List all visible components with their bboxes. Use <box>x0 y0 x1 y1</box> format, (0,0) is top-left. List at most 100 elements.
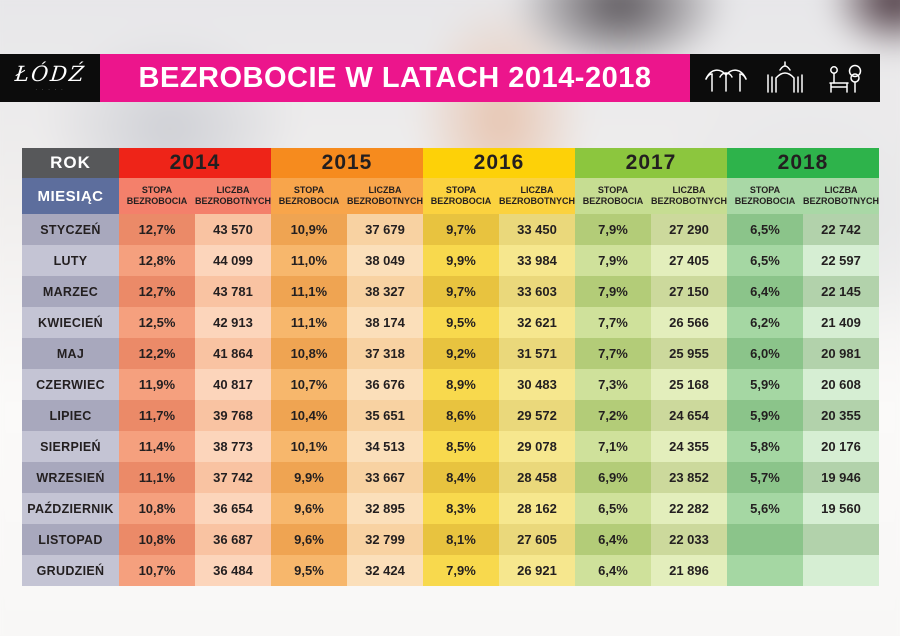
stopa-value: 10,8% <box>119 524 195 555</box>
stopa-value: 11,7% <box>119 400 195 431</box>
stopa-value: 9,5% <box>271 555 347 586</box>
rok-header: ROK <box>22 148 119 178</box>
liczba-value: 33 603 <box>499 276 575 307</box>
stopa-value: 7,9% <box>575 214 651 245</box>
liczba-value: 33 667 <box>347 462 423 493</box>
liczba-header-2015: LICZBA BEZROBOTNYCH <box>347 178 423 214</box>
year-header-2018: 2018 <box>727 148 879 178</box>
stopa-value: 6,5% <box>727 245 803 276</box>
liczba-value: 40 817 <box>195 369 271 400</box>
gate-icon <box>767 61 803 93</box>
month-label: SIERPIEŃ <box>22 431 119 462</box>
stopa-value: 5,8% <box>727 431 803 462</box>
liczba-value: 37 679 <box>347 214 423 245</box>
stopa-value: 6,5% <box>727 214 803 245</box>
liczba-value: 34 513 <box>347 431 423 462</box>
liczba-value: 32 895 <box>347 493 423 524</box>
liczba-value: 42 913 <box>195 307 271 338</box>
stopa-value: 10,8% <box>119 493 195 524</box>
stopa-value: 7,3% <box>575 369 651 400</box>
liczba-value: 19 946 <box>803 462 879 493</box>
stopa-value: 12,7% <box>119 214 195 245</box>
stopa-header-2016: STOPA BEZROBOCIA <box>423 178 499 214</box>
stopa-value: 9,5% <box>423 307 499 338</box>
stopa-value: 6,2% <box>727 307 803 338</box>
stopa-value: 9,7% <box>423 214 499 245</box>
liczba-header-2018: LICZBA BEZROBOTNYCH <box>803 178 879 214</box>
liczba-header-2016: LICZBA BEZROBOTNYCH <box>499 178 575 214</box>
bridge-icon <box>705 69 747 92</box>
month-label: LIPIEC <box>22 400 119 431</box>
liczba-value: 33 984 <box>499 245 575 276</box>
liczba-value: 22 282 <box>651 493 727 524</box>
liczba-value: 37 742 <box>195 462 271 493</box>
stopa-value: 11,0% <box>271 245 347 276</box>
stopa-header-2015: STOPA BEZROBOCIA <box>271 178 347 214</box>
stopa-value: 6,4% <box>575 555 651 586</box>
stopa-value: 7,9% <box>423 555 499 586</box>
month-label: LISTOPAD <box>22 524 119 555</box>
liczba-value: 20 608 <box>803 369 879 400</box>
stopa-value: 7,2% <box>575 400 651 431</box>
stopa-value: 5,9% <box>727 400 803 431</box>
liczba-value: 41 864 <box>195 338 271 369</box>
page-title: BEZROBOCIE W LATACH 2014-2018 <box>138 61 652 94</box>
liczba-value: 26 921 <box>499 555 575 586</box>
liczba-value: 38 049 <box>347 245 423 276</box>
liczba-value: 32 621 <box>499 307 575 338</box>
stopa-value: 11,1% <box>119 462 195 493</box>
year-header-2014: 2014 <box>119 148 271 178</box>
liczba-value: 20 355 <box>803 400 879 431</box>
liczba-value <box>803 555 879 586</box>
liczba-value: 21 896 <box>651 555 727 586</box>
month-label: KWIECIEŃ <box>22 307 119 338</box>
year-header-2017: 2017 <box>575 148 727 178</box>
liczba-value: 25 168 <box>651 369 727 400</box>
stopa-value: 12,2% <box>119 338 195 369</box>
stopa-value: 11,9% <box>119 369 195 400</box>
stopa-value: 10,7% <box>271 369 347 400</box>
stopa-value <box>727 555 803 586</box>
liczba-value: 36 484 <box>195 555 271 586</box>
stopa-value: 10,8% <box>271 338 347 369</box>
stopa-header-2017: STOPA BEZROBOCIA <box>575 178 651 214</box>
stopa-value: 9,6% <box>271 493 347 524</box>
stopa-value: 11,1% <box>271 276 347 307</box>
month-label: WRZESIEŃ <box>22 462 119 493</box>
stopa-value: 7,9% <box>575 245 651 276</box>
liczba-value: 27 150 <box>651 276 727 307</box>
stopa-value: 9,2% <box>423 338 499 369</box>
stopa-value: 6,4% <box>727 276 803 307</box>
liczba-value: 24 355 <box>651 431 727 462</box>
month-label: MARZEC <box>22 276 119 307</box>
liczba-value: 19 560 <box>803 493 879 524</box>
stopa-value: 8,4% <box>423 462 499 493</box>
lodz-logo-subtext: · · · · · <box>35 87 65 92</box>
month-label: PAŹDZIERNIK <box>22 493 119 524</box>
stopa-value: 7,1% <box>575 431 651 462</box>
park-icon <box>829 64 862 93</box>
stopa-value: 6,9% <box>575 462 651 493</box>
stopa-value: 8,9% <box>423 369 499 400</box>
stopa-value: 6,4% <box>575 524 651 555</box>
liczba-value: 22 597 <box>803 245 879 276</box>
liczba-value: 28 162 <box>499 493 575 524</box>
unemployment-table: ROK 2014 2015 2016 2017 2018 MIESIĄC STO… <box>22 148 879 586</box>
stopa-value: 7,9% <box>575 276 651 307</box>
liczba-value: 39 768 <box>195 400 271 431</box>
stopa-value: 8,5% <box>423 431 499 462</box>
stopa-value: 11,1% <box>271 307 347 338</box>
stopa-value: 10,4% <box>271 400 347 431</box>
liczba-value: 27 605 <box>499 524 575 555</box>
stopa-value: 7,7% <box>575 307 651 338</box>
year-header-2016: 2016 <box>423 148 575 178</box>
stopa-value: 6,5% <box>575 493 651 524</box>
liczba-value: 20 176 <box>803 431 879 462</box>
liczba-value: 33 450 <box>499 214 575 245</box>
stopa-value: 10,7% <box>119 555 195 586</box>
liczba-value: 23 852 <box>651 462 727 493</box>
month-label: CZERWIEC <box>22 369 119 400</box>
liczba-value: 21 409 <box>803 307 879 338</box>
liczba-value: 22 033 <box>651 524 727 555</box>
